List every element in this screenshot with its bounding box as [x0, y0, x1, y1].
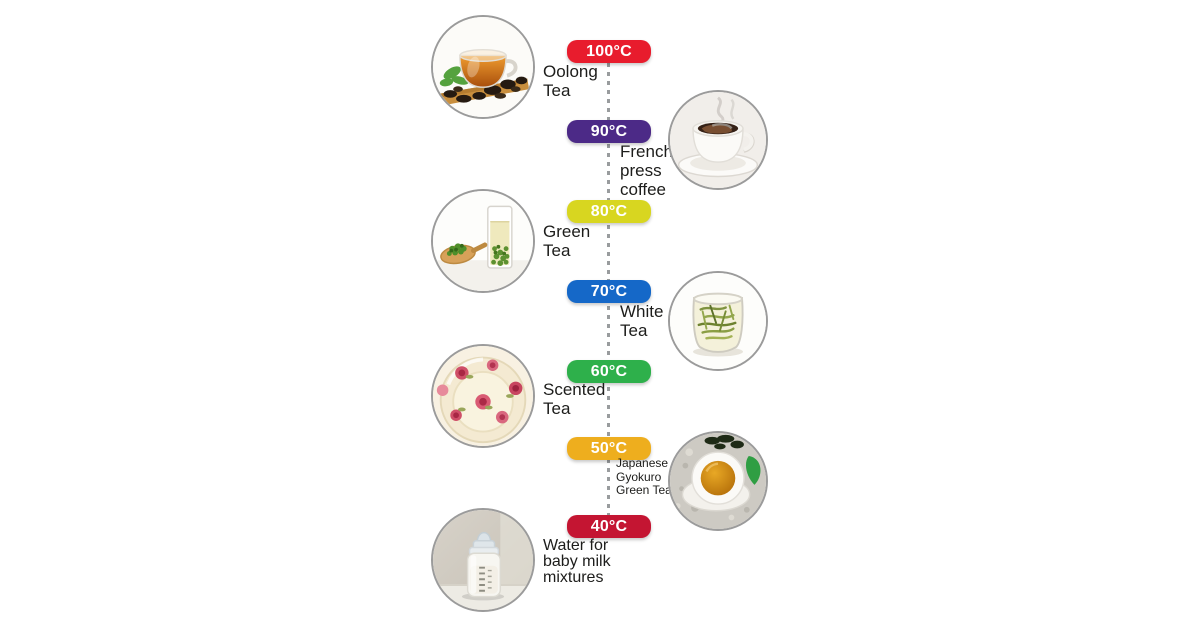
label-gyokuro-green-tea: Japanese Gyokuro Green Tea	[616, 456, 672, 497]
temp-badge-80c: 80°C	[567, 200, 651, 223]
temp-badge-60c: 60°C	[567, 360, 651, 383]
oolong-tea-photo	[431, 15, 535, 119]
white-tea-photo	[668, 271, 768, 371]
scented-tea-photo	[431, 344, 535, 448]
label-water-baby-milk: Water for baby milk mixtures	[543, 537, 611, 586]
label-french-press-coffee: French press coffee	[620, 142, 673, 199]
baby-milk-bottle-photo	[431, 508, 535, 612]
french-press-coffee-photo	[668, 90, 768, 190]
temp-badge-90c: 90°C	[567, 120, 651, 143]
temp-badge-100c: 100°C	[567, 40, 651, 63]
label-scented-tea: Scented Tea	[543, 380, 606, 418]
temp-badge-40c: 40°C	[567, 515, 651, 538]
gyokuro-green-tea-photo	[668, 431, 768, 531]
temp-badge-70c: 70°C	[567, 280, 651, 303]
label-green-tea: Green Tea	[543, 222, 591, 260]
label-oolong-tea: Oolong Tea	[543, 62, 598, 100]
green-tea-photo	[431, 189, 535, 293]
temp-badge-50c: 50°C	[567, 437, 651, 460]
label-white-tea: White Tea	[620, 302, 664, 340]
